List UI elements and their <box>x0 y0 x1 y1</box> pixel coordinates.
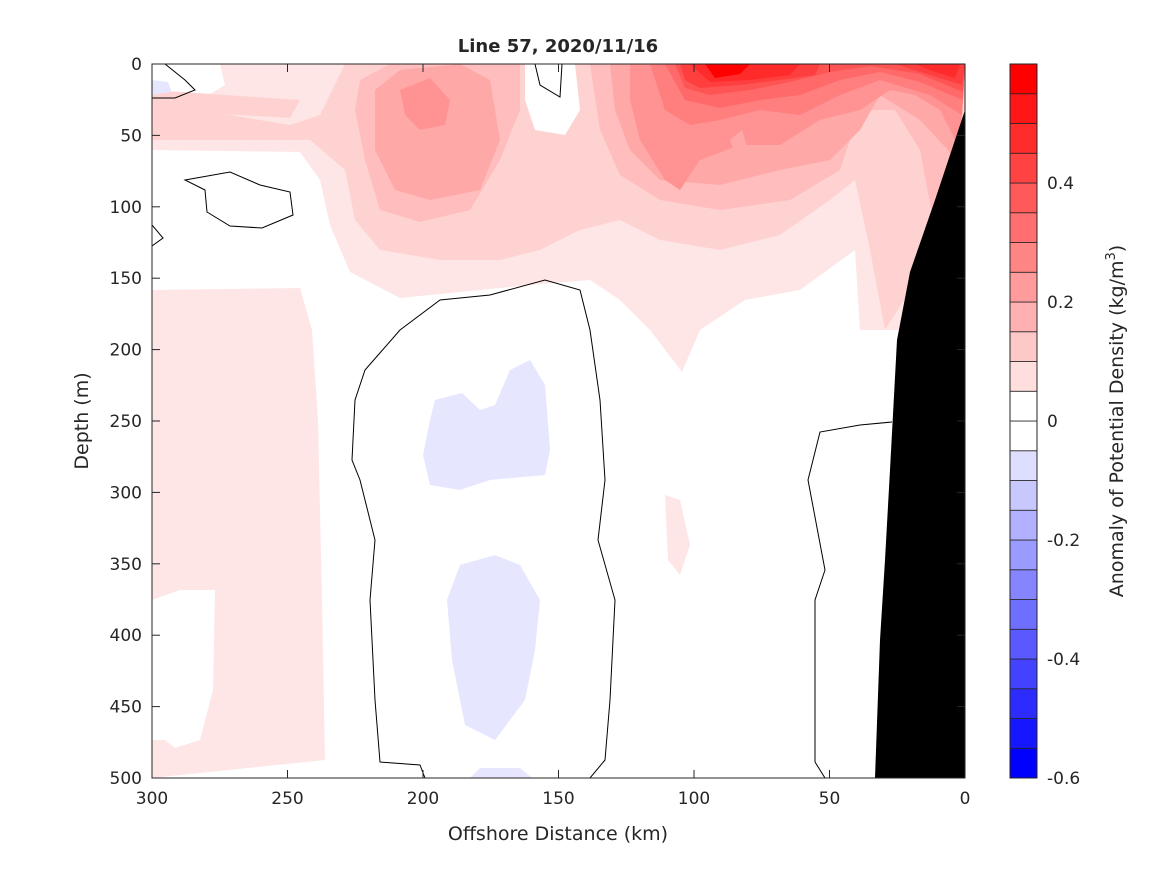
y-tick-label: 450 <box>110 698 142 718</box>
contour-line <box>152 224 164 247</box>
contour-fill-neg0.05 <box>423 360 550 490</box>
contour-fill-zero <box>152 590 215 748</box>
x-tick-label: 50 <box>819 789 841 809</box>
contour-fill-0.50 <box>915 64 960 78</box>
colorbar-tick-label: 0 <box>1047 412 1058 432</box>
colorbar-band <box>1009 450 1038 481</box>
colorbar-tick-label: 0.2 <box>1047 293 1074 313</box>
y-axis-label: Depth (m) <box>71 372 93 469</box>
contour-fill-0.05 <box>665 495 690 575</box>
contour-fill-zero <box>730 130 748 160</box>
contour-fill-0.20 <box>375 64 500 200</box>
contour-fill-0.55 <box>705 64 750 78</box>
colorbar-band <box>1009 361 1038 392</box>
plot-area <box>152 64 965 778</box>
colorbar-tick-label: -0.4 <box>1047 650 1080 670</box>
colorbar-band <box>1009 718 1038 749</box>
x-axis: 300 250 200 150 100 50 0 <box>136 64 971 809</box>
contour-line <box>807 421 893 778</box>
colorbar-band <box>1009 301 1038 333</box>
y-tick-label: 400 <box>110 626 142 646</box>
x-tick-label: 200 <box>407 789 439 809</box>
colorbar-band <box>1009 509 1038 541</box>
colorbar-label: Anomaly of Potential Density (kg/m3) <box>1104 245 1128 597</box>
x-tick-label: 300 <box>136 789 168 809</box>
colorbar-band <box>1009 420 1038 452</box>
colorbar-band <box>1009 539 1038 571</box>
colorbar-band <box>1009 63 1038 95</box>
colorbar-tick-label: 0.4 <box>1047 174 1074 194</box>
y-tick-label: 300 <box>110 483 142 503</box>
colorbar: -0.6 -0.4 -0.2 0 0.2 0.4 <box>1009 63 1080 789</box>
colorbar-band <box>1009 688 1038 719</box>
colorbar-band <box>1009 390 1038 422</box>
chart-title: Line 57, 2020/11/16 <box>458 36 658 57</box>
x-tick-label: 250 <box>271 789 303 809</box>
colorbar-band <box>1009 658 1038 690</box>
zero-contour-lines <box>152 64 893 778</box>
contour-fill-0.05 <box>222 292 275 348</box>
y-tick-label: 100 <box>110 198 142 218</box>
colorbar-band <box>1009 212 1038 243</box>
y-axis: 0 50 100 150 200 250 300 350 400 450 500 <box>110 55 965 789</box>
y-tick-label: 0 <box>131 55 142 75</box>
contour-line <box>534 64 563 98</box>
colorbar-tick-label: -0.2 <box>1047 531 1080 551</box>
colorbar-band <box>1009 182 1038 214</box>
contour-fill-neg0.05 <box>470 768 532 778</box>
colorbar-band <box>1009 599 1038 630</box>
contour-line <box>351 279 616 778</box>
colorbar-band <box>1009 271 1038 303</box>
contour-fill-neg0.05 <box>152 80 172 95</box>
x-axis-label: Offshore Distance (km) <box>448 823 668 845</box>
x-tick-label: 0 <box>960 789 971 809</box>
bathymetry-mask <box>875 110 965 778</box>
colorbar-frame <box>1009 63 1038 779</box>
contour-line <box>183 171 294 229</box>
contour-fill-neg0.05 <box>447 555 540 740</box>
colorbar-band <box>1009 123 1038 154</box>
colorbar-band <box>1009 569 1038 600</box>
colorbar-tick-label: -0.6 <box>1047 769 1080 789</box>
x-tick-label: 150 <box>542 789 574 809</box>
contour-line <box>152 64 196 99</box>
contour-fill-0.25 <box>400 78 450 130</box>
contour-fill-0.10 <box>152 90 300 118</box>
colorbar-band <box>1009 152 1038 184</box>
x-tick-label: 100 <box>678 789 710 809</box>
colorbar-band <box>1009 628 1038 660</box>
colorbar-band <box>1009 331 1038 362</box>
colorbar-band <box>1009 480 1038 511</box>
colorbar-band <box>1009 93 1038 124</box>
y-tick-label: 50 <box>120 126 142 146</box>
y-tick-label: 150 <box>110 269 142 289</box>
y-tick-label: 350 <box>110 555 142 575</box>
y-tick-label: 200 <box>110 341 142 361</box>
colorbar-band <box>1009 747 1038 779</box>
y-tick-label: 500 <box>110 769 142 789</box>
y-tick-label: 250 <box>110 412 142 432</box>
colorbar-band <box>1009 242 1038 273</box>
